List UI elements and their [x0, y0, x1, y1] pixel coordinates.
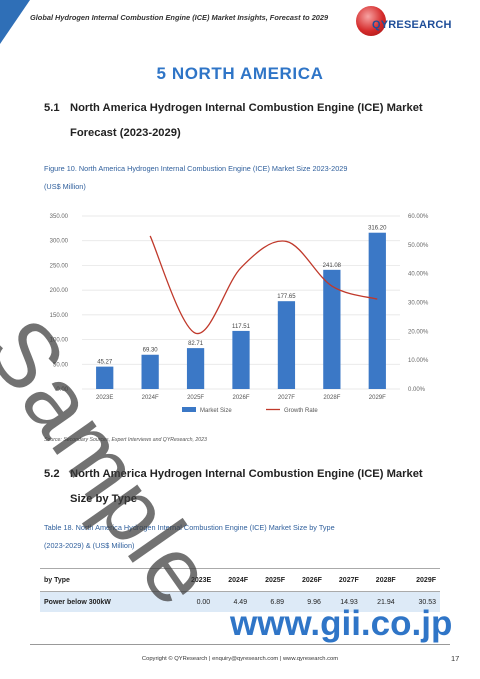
bar — [186, 348, 205, 389]
table-header-cell: 2029F — [395, 568, 440, 592]
y2-tick-label: 0.00% — [408, 387, 426, 393]
section-number: 5.2 — [44, 468, 60, 480]
y2-tick-label: 30.00% — [408, 301, 429, 307]
x-tick-label: 2027F — [278, 395, 295, 401]
bar-data-label: 241.08 — [323, 263, 342, 269]
table-header-cell: by Type — [40, 568, 174, 592]
figure-caption: Figure 10. North America Hydrogen Intern… — [44, 160, 454, 196]
footer-copyright: Copyright © QYResearch | enquiry@qyresea… — [141, 656, 339, 662]
section-title-line1: North America Hydrogen Internal Combusti… — [70, 102, 423, 114]
x-tick-label: 2029F — [369, 395, 386, 401]
y2-tick-label: 20.00% — [408, 329, 429, 335]
y2-tick-label: 10.00% — [408, 358, 429, 364]
figure-caption-line2: (US$ Million) — [44, 182, 86, 191]
x-tick-label: 2028F — [323, 395, 340, 401]
table-header-cell: 2026F — [284, 568, 322, 592]
section-heading-5-2: 5.2 North America Hydrogen Internal Combu… — [44, 462, 454, 512]
chart-canvas: 0.00 50.00 100.00 150.00 200.00 250.00 300.00 3… — [50, 214, 429, 414]
table-header-row: by Type 2023E 2024F 2025F 2026F 2027F 20… — [40, 568, 440, 592]
x-tick-label: 2023E — [96, 395, 113, 401]
table-caption-line2: (2023-2029) & (US$ Million) — [44, 541, 135, 550]
table-row: Power below 300kW 0.00 4.49 6.89 9.96 14… — [40, 591, 440, 612]
legend-label: Market Size — [200, 408, 232, 414]
page-number: 17 — [451, 654, 460, 663]
x-tick-label: 2024F — [142, 395, 159, 401]
section-heading-5-1: 5.1 North America Hydrogen Internal Combu… — [44, 96, 454, 146]
chapter-title: 5 NORTH AMERICA — [156, 64, 324, 83]
x-tick-label: 2026F — [232, 395, 249, 401]
y-tick-label: 250.00 — [50, 263, 69, 269]
qyresearch-logo: QYRESEARCH — [352, 6, 472, 40]
table-cell: Power below 300kW — [40, 591, 174, 612]
chart-source: Source: Secondary Sources, Expert Interv… — [44, 437, 207, 443]
y2-tick-label: 60.00% — [408, 214, 429, 220]
table-header-cell: 2024F — [211, 568, 249, 592]
figure-caption-line1: Figure 10. North America Hydrogen Intern… — [44, 164, 348, 173]
y-tick-label: 0.00 — [56, 387, 68, 393]
table-cell: 6.89 — [248, 591, 285, 612]
bar — [368, 232, 386, 389]
site-watermark: www.gii.co.jp — [230, 604, 453, 643]
bar — [232, 330, 250, 389]
y-tick-label: 300.00 — [50, 239, 69, 245]
section-title-line2: Size by Type — [70, 493, 137, 505]
bar-data-label: 45.27 — [97, 360, 113, 366]
market-size-chart: 0.00 50.00 100.00 150.00 200.00 250.00 300.00 3… — [40, 204, 440, 424]
table-cell: 9.96 — [284, 591, 322, 612]
y-tick-label: 100.00 — [50, 338, 69, 344]
table-cell: 21.94 — [358, 591, 396, 612]
table-caption-line1: Table 18. North America Hydrogen Interna… — [44, 523, 335, 532]
page-header: Global Hydrogen Internal Combustion Engi… — [0, 0, 480, 52]
y-tick-label: 50.00 — [53, 362, 69, 368]
bar — [96, 366, 114, 389]
footer-divider — [30, 644, 450, 645]
y2-tick-label: 50.00% — [408, 243, 429, 249]
legend-swatch-market-size — [182, 407, 196, 412]
header-accent — [0, 0, 30, 44]
market-size-by-type-table: by Type 2023E 2024F 2025F 2026F 2027F 20… — [40, 568, 440, 612]
logo-text: QYRESEARCH — [372, 19, 452, 31]
bar — [323, 269, 341, 389]
table-cell: 14.93 — [321, 591, 359, 612]
y2-tick-label: 40.00% — [408, 272, 429, 278]
bar-data-label: 177.65 — [277, 294, 296, 300]
bar-data-label: 316.20 — [368, 226, 387, 232]
y-tick-label: 350.00 — [50, 214, 69, 220]
table-header-cell: 2023E — [173, 568, 212, 592]
y-tick-label: 200.00 — [50, 288, 69, 294]
x-tick-label: 2025F — [187, 395, 204, 401]
globe-icon — [356, 6, 386, 36]
legend-label: Growth Rate — [284, 408, 318, 414]
growth-rate-line — [149, 235, 378, 334]
bar — [277, 301, 296, 389]
table-header-cell: 2025F — [248, 568, 285, 592]
section-title-line2: Forecast (2023-2029) — [70, 127, 181, 139]
y-tick-label: 150.00 — [50, 313, 69, 319]
bar-data-label: 82.71 — [188, 341, 204, 347]
table-header-cell: 2028F — [358, 568, 396, 592]
section-number: 5.1 — [44, 102, 60, 114]
bar — [141, 354, 159, 389]
table-cell: 4.49 — [211, 591, 249, 612]
table-cell: 30.53 — [395, 591, 440, 612]
table-header-cell: 2027F — [321, 568, 359, 592]
report-title: Global Hydrogen Internal Combustion Engi… — [30, 13, 329, 22]
table-cell: 0.00 — [173, 591, 212, 612]
bar-data-label: 117.51 — [232, 324, 251, 330]
section-title-line1: North America Hydrogen Internal Combusti… — [70, 468, 423, 480]
bar-data-label: 69.30 — [143, 348, 159, 354]
table-caption: Table 18. North America Hydrogen Interna… — [44, 519, 454, 555]
